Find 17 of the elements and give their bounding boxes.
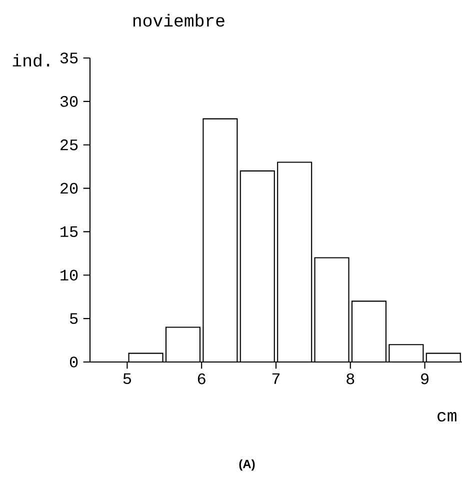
y-tick-label: 0 xyxy=(70,356,78,368)
y-tick-label: 10 xyxy=(60,270,78,281)
y-tick-label: 25 xyxy=(60,139,78,150)
x-tick-label: 8 xyxy=(346,373,354,384)
y-tick-label: 15 xyxy=(60,226,78,238)
x-tick-label: 9 xyxy=(421,373,428,384)
y-tick-label: 30 xyxy=(60,96,78,107)
y-axis-title: ind. xyxy=(12,54,50,67)
x-axis-title: cm xyxy=(438,412,456,422)
x-tick-label: 5 xyxy=(123,373,131,384)
y-tick-label: 35 xyxy=(60,52,78,64)
chart-title: noviembre xyxy=(133,14,224,27)
y-tick-label: 20 xyxy=(60,182,78,194)
x-tick-label: 7 xyxy=(272,373,280,384)
y-tick-label: 5 xyxy=(70,313,78,324)
text: (A) xyxy=(239,459,255,471)
x-tick-label: 6 xyxy=(198,373,206,384)
